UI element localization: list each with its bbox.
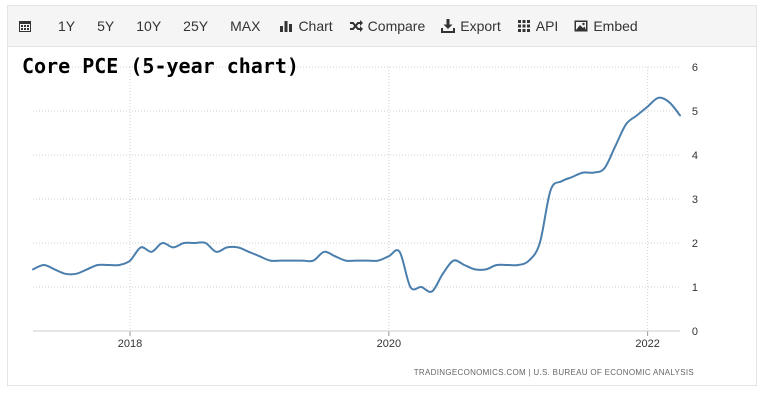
y-tick-label: 4: [692, 150, 698, 162]
compare-button[interactable]: Compare: [341, 6, 434, 46]
toolbar: 1Y 5Y 10Y 25Y MAX Chart Compare Export: [8, 6, 756, 47]
range-1y-button[interactable]: 1Y: [58, 18, 76, 34]
api-button-label: API: [535, 18, 559, 34]
x-tick-label: 2020: [377, 338, 401, 350]
export-button[interactable]: Export: [433, 6, 508, 46]
range-max-button[interactable]: MAX: [230, 18, 261, 34]
range-25y-button[interactable]: 25Y: [183, 18, 209, 34]
grid-icon: [517, 19, 531, 33]
range-10y-button[interactable]: 10Y: [136, 18, 162, 34]
chart-button-label: Chart: [298, 18, 333, 34]
export-button-label: Export: [460, 18, 501, 34]
chart-frame: 1Y 5Y 10Y 25Y MAX Chart Compare Export: [7, 5, 757, 386]
compare-button-label: Compare: [367, 18, 426, 34]
y-tick-label: 0: [692, 326, 698, 338]
embed-button-label: Embed: [593, 18, 638, 34]
y-tick-label: 5: [692, 106, 698, 118]
chart-title: Core PCE (5-year chart): [22, 54, 299, 78]
embed-button[interactable]: Embed: [566, 6, 645, 46]
download-icon: [441, 19, 456, 33]
range-5y-button[interactable]: 5Y: [97, 18, 115, 34]
api-button[interactable]: API: [509, 6, 567, 46]
bar-chart-icon: [279, 19, 293, 33]
series-line: [32, 96, 681, 293]
source-credit: TRADINGECONOMICS.COM | U.S. BUREAU OF EC…: [413, 368, 694, 377]
chart-button[interactable]: Chart: [271, 6, 340, 46]
y-tick-label: 2: [692, 238, 698, 250]
image-icon: [574, 19, 588, 33]
x-tick-label: 2022: [635, 338, 659, 350]
x-tick-label: 2018: [118, 338, 142, 350]
y-tick-label: 3: [692, 194, 698, 206]
y-tick-label: 1: [692, 282, 698, 294]
calendar-icon: [18, 19, 32, 33]
shuffle-icon: [349, 19, 363, 33]
calendar-button[interactable]: [8, 6, 47, 46]
y-tick-label: 6: [692, 62, 698, 74]
